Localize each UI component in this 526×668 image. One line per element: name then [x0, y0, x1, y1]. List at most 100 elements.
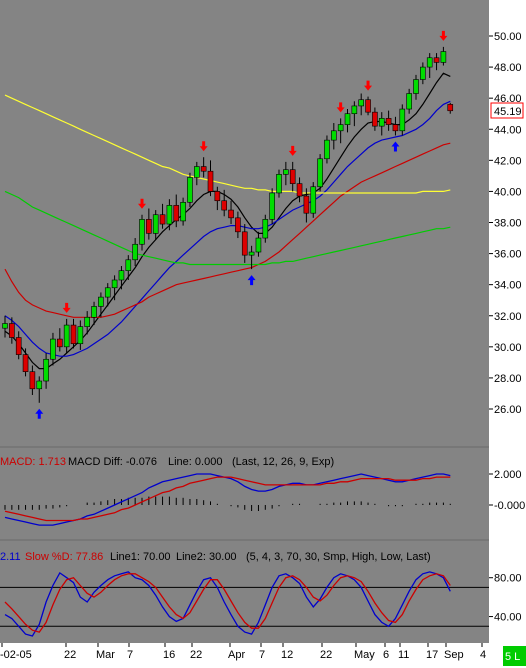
stoch-line2-label: Line2: 30.00 [176, 551, 237, 563]
candle-body [173, 205, 180, 222]
x-tick-label: Mar [96, 649, 115, 661]
candle-body [447, 104, 454, 112]
candle-body [29, 371, 36, 390]
sell-arrow-icon [439, 30, 448, 41]
candle-body [392, 124, 399, 132]
stoch-tick-label: 40.00 [494, 612, 522, 624]
candle-body [440, 51, 447, 63]
stoch-tick-label: 80.00 [494, 573, 522, 585]
candle-body [228, 209, 234, 219]
sell-arrow-icon [62, 302, 71, 313]
price-tick-label: 42.00 [494, 155, 522, 167]
price-tick-label: 34.00 [494, 280, 522, 292]
x-tick-label: 17 [426, 649, 438, 661]
macd-label: MACD: 1.713 [0, 456, 66, 468]
candle-body [303, 195, 310, 214]
moving-average-line [4, 94, 451, 194]
candle-body [43, 358, 49, 382]
candle-body [426, 57, 433, 68]
bottom-axis-bar [0, 643, 526, 668]
candle-body [15, 337, 22, 355]
candle-body [194, 166, 200, 178]
candle-body [70, 324, 77, 345]
candle-body [420, 66, 426, 80]
candle-body [399, 108, 406, 132]
x-tick-label: 7 [127, 649, 133, 661]
x-axis: -02-05 22 Mar 7 16 22 Apr 7 12 22 May 6 11 17 Sep 4 [0, 643, 486, 661]
x-tick-label: 22 [320, 649, 332, 661]
candle-body [358, 99, 365, 107]
last-price-label: 45.19 [494, 106, 522, 118]
candle-body [104, 287, 111, 298]
x-tick-label: 6 [383, 649, 389, 661]
buy-arrow-icon [391, 141, 400, 152]
buy-arrow-icon [35, 408, 44, 419]
sell-arrow-icon [336, 102, 345, 113]
stoch-axis: 40.00 80.00 [489, 573, 522, 624]
moving-average-line [4, 142, 451, 318]
candle-body [283, 169, 289, 175]
candle-body [221, 200, 227, 211]
corner-box [503, 646, 526, 666]
candle-body [50, 338, 56, 360]
candle-body [385, 118, 392, 125]
price-tick-label: 40.00 [494, 186, 522, 198]
candle-body [262, 219, 269, 239]
price-tick-label: 50.00 [494, 31, 522, 43]
candle-body [159, 214, 166, 225]
sell-arrow-icon [199, 141, 208, 152]
candle-body [235, 217, 241, 233]
price-tick-label: 28.00 [494, 373, 522, 385]
sell-arrow-icon [288, 145, 297, 156]
candle-body [22, 354, 29, 372]
candle-body [146, 219, 152, 234]
candle-body [378, 118, 385, 127]
macd-axis: -0.000 2.000 [489, 469, 525, 512]
x-tick-label: -02-05 [0, 649, 32, 661]
price-tick-label: 46.00 [494, 93, 522, 105]
x-tick-label: Apr [228, 649, 245, 661]
candle-body [139, 219, 145, 245]
x-tick-label: 4 [480, 649, 486, 661]
stoch-params-label: (5, 4, 3, 70, 30, Smp, High, Low, Last) [246, 551, 431, 563]
candle-body [372, 111, 378, 127]
stoch-d-label: Slow %D: 77.86 [25, 551, 103, 563]
candle-body [269, 192, 275, 220]
candle-body [84, 317, 90, 327]
macd-series-line [4, 473, 451, 526]
candle-body [324, 139, 330, 160]
stoch-k-label: 2.11 [0, 551, 21, 563]
price-tick-label: 26.00 [494, 404, 522, 416]
candle-body [351, 105, 358, 115]
candle-body [413, 79, 419, 94]
candle-body [200, 166, 207, 172]
x-tick-label: 16 [163, 649, 175, 661]
candle-body [330, 130, 337, 141]
candle-body [255, 237, 262, 253]
x-tick-label: Sep [444, 649, 464, 661]
candle-body [118, 270, 125, 281]
candle-body [317, 158, 323, 188]
candle-body [241, 231, 248, 256]
stoch-line1-label: Line1: 70.00 [110, 551, 171, 563]
last-price-box [490, 102, 524, 119]
x-tick-label: May [354, 649, 375, 661]
candle-body [125, 259, 132, 271]
price-tick-label: 32.00 [494, 311, 522, 323]
x-tick-label: 11 [398, 649, 409, 661]
candle-body [56, 338, 63, 348]
price-tick-label: 30.00 [494, 342, 522, 354]
candle-body [248, 251, 255, 256]
buy-arrow-icon [247, 275, 256, 286]
candle-body [433, 57, 440, 63]
price-tick-label: 36.00 [494, 249, 522, 261]
candle-body [152, 214, 159, 234]
macd-panel [4, 473, 451, 526]
candle-body [180, 201, 186, 222]
moving-average-line [4, 190, 451, 266]
macd-tick-label: 2.000 [494, 469, 522, 481]
x-tick-label: 22 [64, 649, 76, 661]
x-tick-label: 7 [259, 649, 265, 661]
price-axis: 26.00 28.00 30.00 32.00 34.00 36.00 38.00 40.00… [489, 31, 522, 416]
